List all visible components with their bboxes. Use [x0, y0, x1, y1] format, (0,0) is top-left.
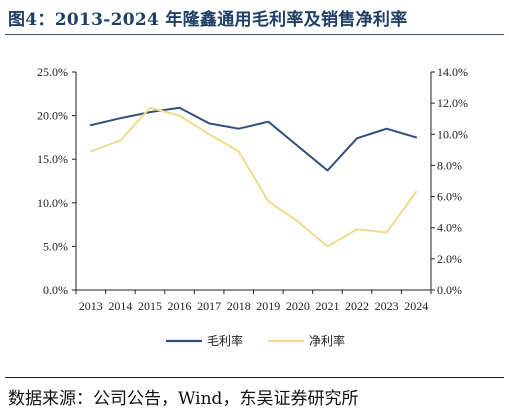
left-axis-ticks: 0.0% 5.0% 10.0% 15.0% 20.0% 25.0%	[37, 65, 76, 297]
x-axis-ticks: 2013 2014 2015 2016 2017 2018 2019 2020 2021 2022…	[75, 290, 432, 313]
left-tick-label: 10.0%	[37, 196, 68, 210]
left-tick-label: 0.0%	[43, 283, 68, 297]
x-tick-label: 2014	[108, 299, 132, 313]
x-tick-label: 2017	[197, 299, 221, 313]
x-tick-label: 2023	[375, 299, 399, 313]
right-tick-label: 6.0%	[437, 190, 462, 204]
left-tick-label: 25.0%	[37, 65, 68, 79]
legend-label-2: 净利率	[309, 333, 345, 348]
x-tick-label: 2018	[227, 299, 251, 313]
left-tick-label: 20.0%	[37, 109, 68, 123]
right-tick-label: 2.0%	[437, 252, 462, 266]
left-tick-label: 5.0%	[43, 239, 68, 253]
chart-legend: 毛利率 净利率	[166, 333, 345, 348]
right-tick-label: 4.0%	[437, 221, 462, 235]
legend-label-1: 毛利率	[207, 333, 243, 348]
x-tick-label: 2022	[345, 299, 369, 313]
chart-axes	[75, 72, 432, 291]
right-tick-label: 0.0%	[437, 283, 462, 297]
source-note: 数据来源：公司公告，Wind，东吴证券研究所	[8, 389, 359, 409]
x-tick-label: 2013	[79, 299, 103, 313]
right-tick-label: 12.0%	[437, 96, 468, 110]
right-tick-label: 14.0%	[437, 65, 468, 79]
x-tick-label: 2016	[168, 299, 192, 313]
chart-series	[89, 106, 418, 248]
x-tick-label: 2020	[286, 299, 310, 313]
series-line-2	[89, 106, 418, 248]
left-tick-label: 15.0%	[37, 152, 68, 166]
source-divider	[5, 377, 504, 378]
right-tick-label: 10.0%	[437, 127, 468, 141]
right-axis-ticks: 0.0% 2.0% 4.0% 6.0% 8.0% 10.0% 12.0% 14.0%	[431, 65, 468, 297]
x-tick-label: 2024	[404, 299, 428, 313]
right-tick-label: 8.0%	[437, 158, 462, 172]
x-tick-label: 2021	[315, 299, 339, 313]
title-divider	[5, 34, 504, 35]
x-tick-label: 2015	[138, 299, 162, 313]
x-tick-label: 2019	[256, 299, 280, 313]
chart-title: 图4：2013-2024 年隆鑫通用毛利率及销售净利率	[8, 10, 408, 30]
series-line-1	[89, 106, 418, 172]
